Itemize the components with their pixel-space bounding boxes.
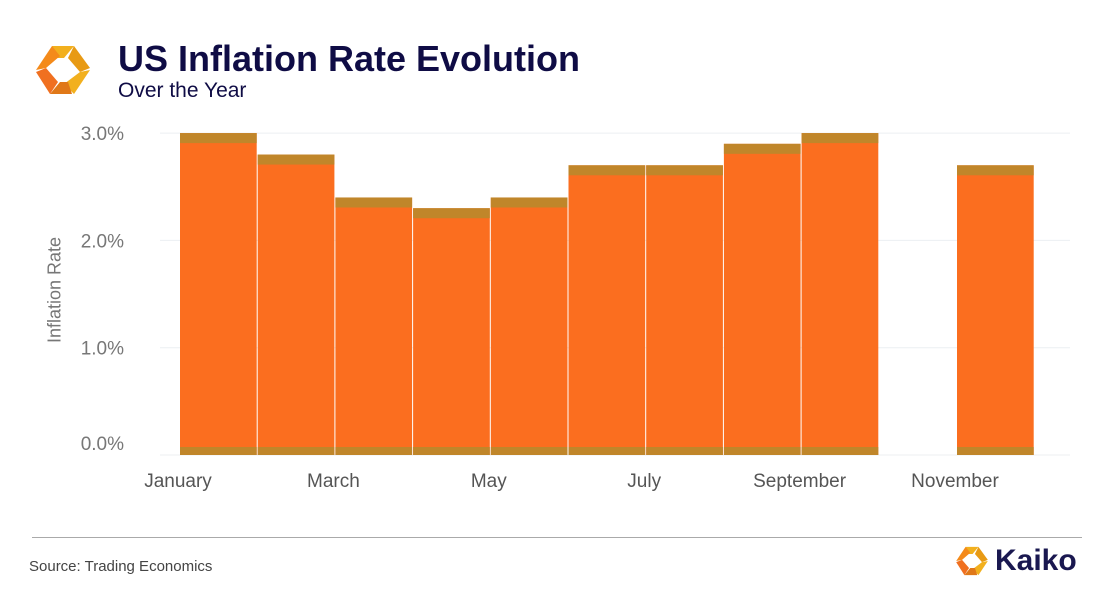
- bar-base-band: [646, 447, 723, 455]
- bar-top-band: [490, 197, 568, 208]
- bar-top-band: [413, 208, 490, 219]
- y-axis-label: Inflation Rate: [44, 236, 65, 344]
- source-text: Source: Trading Economics: [29, 558, 213, 575]
- bar-june: [568, 165, 646, 456]
- brand-logo: Kaiko: [955, 544, 1077, 578]
- kaiko-mark-icon: [956, 546, 988, 576]
- bar-april: [413, 208, 490, 455]
- bar-base-band: [257, 447, 335, 455]
- bar-august: [723, 143, 801, 455]
- x-tick-label: January: [144, 471, 212, 492]
- bar-may: [490, 197, 568, 456]
- bar-base-band: [568, 447, 646, 455]
- bar-november: [957, 165, 1034, 456]
- bar-top-band: [335, 197, 413, 208]
- y-tick-label: 3.0%: [81, 124, 124, 145]
- bar-base-band: [723, 447, 801, 455]
- bar-base-band: [335, 447, 413, 455]
- bar-top-band: [180, 133, 257, 144]
- bar-july: [646, 165, 723, 456]
- bar-september: [801, 133, 879, 455]
- brand-name: Kaiko: [995, 544, 1077, 577]
- bar-chart: 0.0% 1.0% 2.0% 3.0% January March May July Septe…: [81, 124, 1070, 492]
- bar-base-band: [801, 447, 879, 455]
- bar-january: [180, 133, 257, 455]
- x-tick-label: November: [911, 471, 999, 492]
- x-tick-label: July: [627, 471, 661, 492]
- kaiko-logo-icon: [34, 42, 92, 103]
- bar-march: [335, 197, 413, 456]
- bar-top-band: [801, 133, 879, 144]
- bar-top-band: [957, 165, 1034, 176]
- chart-subtitle: Over the Year: [118, 79, 247, 102]
- bar-february: [257, 154, 335, 455]
- x-tick-label: September: [753, 471, 847, 492]
- bar-top-band: [568, 165, 646, 176]
- y-tick-label: 0.0%: [81, 434, 124, 455]
- x-tick-label: March: [307, 471, 360, 492]
- bar-top-band: [646, 165, 723, 176]
- bar-base-band: [180, 447, 257, 455]
- bar-base-band: [957, 447, 1034, 455]
- chart-title: US Inflation Rate Evolution: [118, 38, 581, 79]
- x-tick-label: May: [471, 471, 507, 492]
- bar-base-band: [490, 447, 568, 455]
- y-tick-label: 1.0%: [81, 339, 124, 360]
- footer-divider: [32, 537, 1082, 538]
- bar-top-band: [257, 154, 335, 165]
- bar-base-band: [413, 447, 490, 455]
- bar-top-band: [723, 143, 801, 154]
- y-tick-label: 2.0%: [81, 231, 124, 252]
